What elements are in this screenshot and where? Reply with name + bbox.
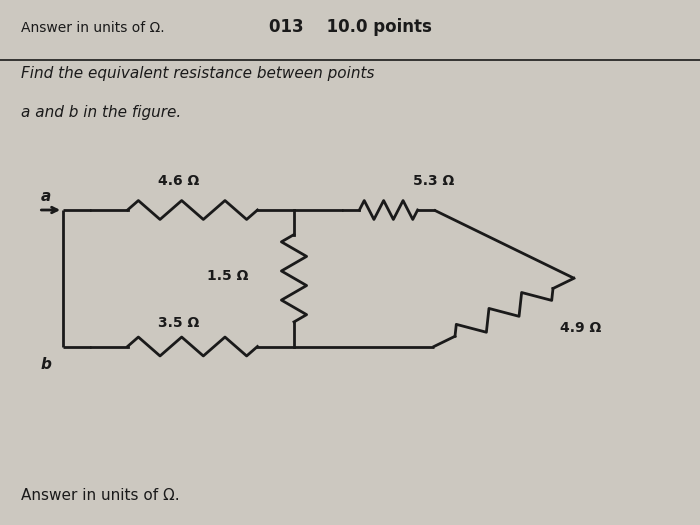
Text: Answer in units of Ω.: Answer in units of Ω. [21, 488, 180, 503]
Text: 013    10.0 points: 013 10.0 points [269, 18, 431, 36]
Text: a: a [41, 190, 50, 204]
Text: 4.6 Ω: 4.6 Ω [158, 174, 199, 188]
Text: a and b in the figure.: a and b in the figure. [21, 105, 181, 120]
Text: Answer in units of Ω.: Answer in units of Ω. [21, 21, 164, 35]
Text: 1.5 Ω: 1.5 Ω [207, 269, 248, 282]
Text: 3.5 Ω: 3.5 Ω [158, 316, 199, 330]
Text: 5.3 Ω: 5.3 Ω [414, 174, 454, 188]
Text: Find the equivalent resistance between points: Find the equivalent resistance between p… [21, 66, 374, 81]
Text: b: b [40, 358, 51, 372]
Text: 4.9 Ω: 4.9 Ω [560, 321, 601, 335]
